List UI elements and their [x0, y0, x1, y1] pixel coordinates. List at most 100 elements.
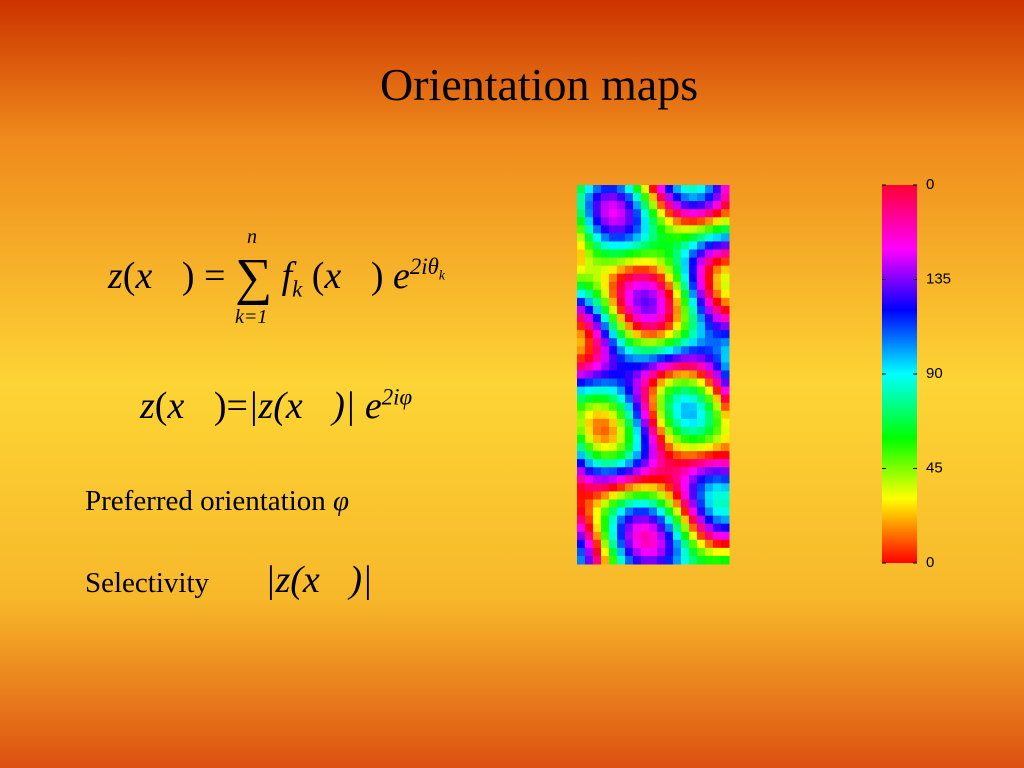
map-cell	[617, 443, 626, 452]
map-cell	[665, 201, 674, 210]
map-cell	[617, 402, 626, 412]
map-cell	[585, 314, 594, 323]
map-cell	[633, 273, 642, 283]
map-cell	[721, 402, 730, 412]
map-cell	[593, 249, 602, 259]
map-cell	[633, 515, 642, 525]
map-cell	[609, 507, 618, 517]
map-cell	[665, 346, 674, 355]
map-cell	[585, 451, 594, 460]
map-cell	[585, 257, 594, 267]
map-cell	[577, 273, 586, 283]
map-cell	[601, 410, 610, 420]
map-cell	[665, 241, 674, 251]
map-cell	[617, 515, 626, 525]
map-cell	[657, 547, 666, 557]
map-cell	[633, 209, 642, 218]
map-cell	[673, 305, 682, 315]
map-cell	[601, 418, 610, 428]
map-cell	[625, 209, 634, 218]
map-cell	[601, 322, 610, 331]
map-cell	[689, 459, 698, 468]
map-cell	[585, 475, 594, 484]
map-cell	[721, 386, 730, 396]
map-cell	[625, 394, 634, 404]
map-cell	[713, 217, 722, 226]
map-cell	[673, 330, 682, 339]
map-cell	[657, 354, 666, 363]
map-cell	[577, 475, 586, 484]
map-cell	[689, 233, 698, 242]
map-cell	[633, 555, 642, 565]
map-cell	[593, 418, 602, 428]
map-cell	[673, 434, 682, 444]
map-cell	[657, 185, 666, 194]
tick-label: 90	[926, 365, 943, 382]
map-cell	[673, 459, 682, 468]
map-cell	[713, 265, 722, 275]
map-cell	[649, 265, 658, 275]
map-cell	[665, 185, 674, 194]
map-cell	[641, 426, 650, 436]
map-cell	[593, 322, 602, 331]
map-cell	[721, 338, 730, 347]
symbol: φ	[333, 485, 350, 517]
map-cell	[601, 330, 610, 339]
map-cell	[641, 217, 650, 226]
map-cell	[601, 297, 610, 307]
map-cell	[721, 370, 730, 380]
map-cell	[721, 225, 730, 234]
map-cell	[585, 289, 594, 299]
map-cell	[721, 499, 730, 509]
map-cell	[689, 241, 698, 251]
map-cell	[577, 418, 586, 428]
map-cell	[705, 249, 714, 259]
map-cell	[609, 338, 618, 347]
map-cell	[593, 451, 602, 460]
map-cell	[577, 515, 586, 525]
map-cell	[617, 394, 626, 404]
map-cell	[713, 418, 722, 428]
map-cell	[593, 305, 602, 315]
map-cell	[601, 386, 610, 396]
eq-term: 2iθ	[409, 254, 439, 280]
map-cell	[689, 378, 698, 388]
map-cell	[673, 346, 682, 355]
map-cell	[697, 418, 706, 428]
map-cell	[609, 434, 618, 444]
map-cell	[633, 483, 642, 492]
map-cell	[641, 451, 650, 460]
map-cell	[665, 322, 674, 331]
map-cell	[609, 475, 618, 484]
map-cell	[681, 305, 690, 315]
map-cell	[641, 249, 650, 259]
map-cell	[609, 555, 618, 565]
map-cell	[665, 233, 674, 242]
map-cell	[657, 330, 666, 339]
map-cell	[697, 491, 706, 500]
map-cell	[593, 370, 602, 380]
map-cell	[681, 354, 690, 363]
map-cell	[721, 185, 730, 194]
map-cell	[585, 185, 594, 194]
map-cell	[657, 265, 666, 275]
map-cell	[585, 241, 594, 251]
map-cell	[657, 426, 666, 436]
map-cell	[673, 209, 682, 218]
map-cell	[697, 515, 706, 525]
map-cell	[601, 515, 610, 525]
map-cell	[681, 314, 690, 323]
map-cell	[697, 426, 706, 436]
map-cell	[697, 346, 706, 355]
map-cell	[697, 443, 706, 452]
map-cell	[697, 330, 706, 339]
map-cell	[681, 378, 690, 388]
map-cell	[649, 354, 658, 363]
map-cell	[681, 555, 690, 565]
map-cell	[689, 515, 698, 525]
map-cell	[721, 483, 730, 492]
map-cell	[617, 289, 626, 299]
map-cell	[641, 531, 650, 541]
map-cell	[601, 249, 610, 259]
map-cell	[713, 475, 722, 484]
